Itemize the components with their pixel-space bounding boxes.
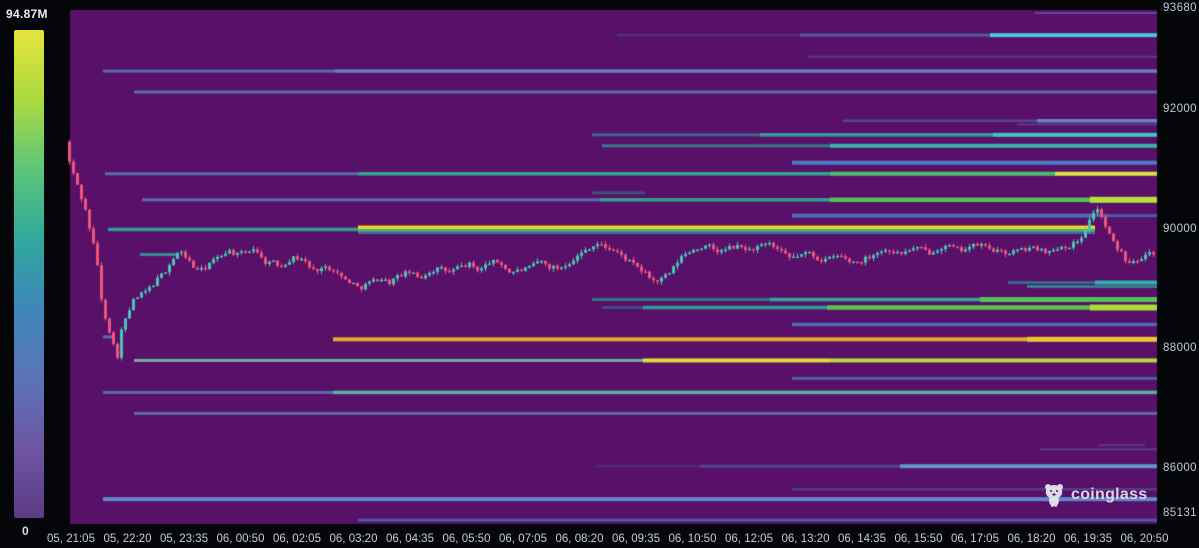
- x-axis-label: 06, 00:50: [216, 533, 265, 545]
- x-axis-label: 06, 12:05: [725, 533, 773, 545]
- watermark-label: coinglass: [1071, 486, 1148, 503]
- x-axis-label: 06, 14:35: [838, 533, 886, 545]
- colorbar-max-label: 94.87M: [6, 7, 48, 21]
- x-axis-label: 06, 18:20: [1007, 533, 1056, 545]
- x-axis-label: 06, 02:05: [273, 533, 321, 545]
- x-axis-label: 06, 20:50: [1120, 533, 1169, 545]
- x-axis-label: 06, 17:05: [951, 533, 999, 545]
- x-axis-label: 06, 09:35: [612, 533, 660, 545]
- x-axis-label: 05, 21:05: [47, 533, 95, 545]
- y-axis-label: 86000: [1163, 462, 1197, 475]
- x-axis-label: 05, 22:20: [103, 533, 152, 545]
- x-axis-label: 06, 04:35: [386, 533, 434, 545]
- liquidation-colorbar: [14, 30, 44, 518]
- x-axis-label: 06, 10:50: [668, 533, 717, 545]
- x-axis-label: 05, 23:35: [160, 533, 208, 545]
- x-axis-label: 06, 19:35: [1064, 533, 1112, 545]
- x-axis-label: 06, 15:50: [894, 533, 943, 545]
- x-axis-label: 06, 13:20: [781, 533, 830, 545]
- y-axis-label: 93680: [1163, 2, 1197, 15]
- x-axis-label: 06, 07:05: [499, 533, 547, 545]
- y-axis-label: 90000: [1163, 222, 1197, 235]
- x-axis-label: 06, 03:20: [329, 533, 378, 545]
- coinglass-watermark: coinglass: [1043, 483, 1148, 507]
- x-axis-label: 06, 08:20: [555, 533, 604, 545]
- y-axis-label: 88000: [1163, 342, 1197, 355]
- x-axis-label: 06, 05:50: [442, 533, 491, 545]
- colorbar-min-label: 0: [22, 524, 29, 538]
- y-axis-label: 85131: [1163, 507, 1197, 519]
- y-axis-label: 92000: [1163, 102, 1197, 115]
- bear-icon: [1045, 484, 1063, 507]
